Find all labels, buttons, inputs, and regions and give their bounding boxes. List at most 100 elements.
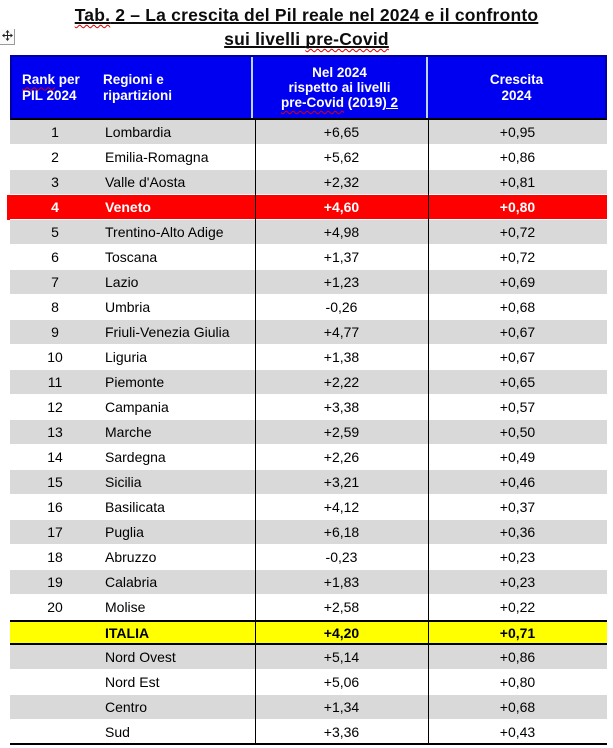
cell-vs2019: +4,20 (323, 624, 360, 641)
cell-region: ITALIA (105, 624, 150, 641)
table-column-border (427, 120, 429, 745)
table-row: 14 Sardegna +2,26 +0,49 (10, 445, 607, 470)
cell-rank: 4 (51, 199, 59, 215)
cell-region: Piemonte (105, 374, 165, 390)
table-row: 1 Lombardia +6,65 +0,95 (10, 120, 607, 145)
table-row: 11 Piemonte +2,22 +0,65 (10, 370, 607, 395)
cell-rank: 2 (51, 149, 59, 165)
cell-region: Marche (105, 424, 152, 440)
cell-growth: +0,37 (499, 499, 536, 515)
cell-vs2019: -0,26 (325, 299, 358, 315)
table-row: 10 Liguria +1,38 +0,67 (10, 345, 607, 370)
cell-rank: 3 (51, 174, 59, 190)
table-row: 13 Marche +2,59 +0,50 (10, 420, 607, 445)
cell-region: Umbria (105, 299, 151, 315)
table-row: Sud +3,36 +0,43 (10, 720, 607, 745)
cell-vs2019: +2,22 (323, 374, 360, 390)
table-row: 16 Basilicata +4,12 +0,37 (10, 495, 607, 520)
table-row: 20 Molise +2,58 +0,22 (10, 595, 607, 620)
cell-growth: +0,50 (499, 424, 536, 440)
misspelled-word: Rank (22, 71, 56, 87)
cell-region: Puglia (105, 524, 144, 540)
cell-rank: 10 (47, 349, 63, 365)
table-header: Rank per PIL 2024 Regioni e ripartizioni… (10, 55, 607, 120)
cell-rank: 19 (47, 574, 63, 590)
table-row: ITALIA +4,20 +0,71 (10, 620, 607, 645)
table-row: 9 Friuli-Venezia Giulia +4,77 +0,67 (10, 320, 607, 345)
header-growth: Crescita 2024 (426, 57, 605, 118)
cell-growth: +0,43 (499, 723, 536, 740)
cell-region: Sardegna (105, 449, 166, 465)
table-row: Nord Est +5,06 +0,80 (10, 670, 607, 695)
cell-growth: +0,46 (499, 474, 536, 490)
cell-vs2019: +4,98 (323, 224, 360, 240)
footnote-marker: ) 2 (382, 95, 399, 110)
cell-vs2019: +4,60 (323, 199, 360, 215)
cell-vs2019: +2,59 (323, 424, 360, 440)
cell-rank: 6 (51, 249, 59, 265)
cell-vs2019: +5,06 (323, 674, 360, 690)
cell-region: Campania (105, 399, 169, 415)
table-row: Centro +1,34 +0,68 (10, 695, 607, 720)
header-vs-precovid: Nel 2024 rispetto ai livelli pre-Covid (… (251, 57, 426, 118)
cell-growth: +0,57 (499, 399, 536, 415)
cell-rank: 20 (47, 599, 63, 615)
cell-vs2019: +3,38 (323, 399, 360, 415)
cell-growth: +0,49 (499, 449, 536, 465)
cell-region: Sicilia (105, 474, 142, 490)
table-row: 12 Campania +3,38 +0,57 (10, 395, 607, 420)
cell-region: Lombardia (105, 124, 172, 140)
table-move-handle[interactable] (0, 29, 15, 45)
cell-growth: +0,80 (499, 674, 536, 690)
cell-vs2019: -0,23 (325, 549, 358, 565)
cell-region: Centro (105, 699, 148, 715)
misspelled-word: Tab. (74, 5, 111, 25)
cell-vs2019: +2,26 (323, 449, 360, 465)
cell-region: Toscana (105, 249, 158, 265)
cell-region: Liguria (105, 349, 148, 365)
cell-vs2019: +1,83 (323, 574, 360, 590)
table-row: Nord Ovest +5,14 +0,86 (10, 645, 607, 670)
table-row: 19 Calabria +1,83 +0,23 (10, 570, 607, 595)
cell-vs2019: +2,32 (323, 174, 360, 190)
cell-rank: 13 (47, 424, 63, 440)
table-row: 15 Sicilia +3,21 +0,46 (10, 470, 607, 495)
cell-growth: +0,68 (499, 699, 536, 715)
cell-region: Emilia-Romagna (105, 149, 209, 165)
cell-growth: +0,67 (499, 324, 536, 340)
cell-vs2019: +4,12 (323, 499, 360, 515)
cell-growth: +0,72 (499, 249, 536, 265)
misspelled-word: pre-Covid (280, 95, 344, 110)
cell-growth: +0,81 (499, 174, 536, 190)
cell-growth: +0,36 (499, 524, 536, 540)
table-row: 6 Toscana +1,37 +0,72 (10, 245, 607, 270)
cell-region: Basilicata (105, 499, 165, 515)
cell-region: Friuli-Venezia Giulia (105, 324, 230, 340)
header-rank: Rank per PIL 2024 (22, 71, 80, 103)
cell-region: Sud (105, 723, 130, 740)
cell-rank: 18 (47, 549, 63, 565)
page-title-line2: sui livelli pre-Covid (224, 29, 389, 49)
table-row: 8 Umbria -0,26 +0,68 (10, 295, 607, 320)
cell-growth: +0,23 (499, 549, 536, 565)
header-region: Regioni e ripartizioni (103, 71, 173, 103)
page-title-line1: Tab. 2 – La crescita del Pil reale nel 2… (74, 5, 539, 25)
cell-vs2019: +1,23 (323, 274, 360, 290)
table-row: 2 Emilia-Romagna +5,62 +0,86 (10, 145, 607, 170)
cell-region: Nord Ovest (105, 649, 176, 665)
cell-growth: +0,86 (499, 149, 536, 165)
cell-region: Valle d'Aosta (105, 174, 186, 190)
table-column-border (254, 120, 256, 745)
table-row: 7 Lazio +1,23 +0,69 (10, 270, 607, 295)
table-row: 3 Valle d'Aosta +2,32 +0,81 (10, 170, 607, 195)
cell-rank: 12 (47, 399, 63, 415)
cell-rank: 11 (47, 374, 63, 390)
cell-vs2019: +1,37 (323, 249, 360, 265)
cell-rank: 14 (47, 449, 63, 465)
cell-vs2019: +2,58 (323, 599, 360, 615)
cell-region: Abruzzo (105, 549, 157, 565)
cell-rank: 1 (51, 124, 59, 140)
cell-growth: +0,23 (499, 574, 536, 590)
table-row: 5 Trentino-Alto Adige +4,98 +0,72 (10, 220, 607, 245)
row-highlight-bleed (7, 195, 10, 220)
